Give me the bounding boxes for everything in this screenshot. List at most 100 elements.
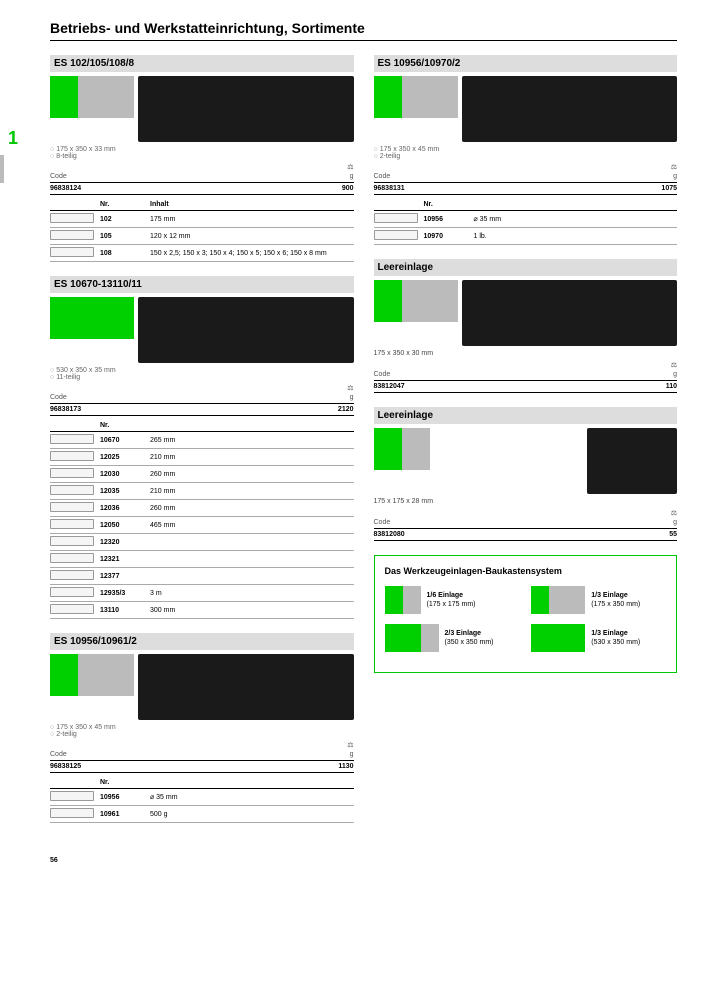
part-icon bbox=[50, 245, 100, 262]
parts-table: Nr.Inhalt102175 mm105120 x 12 mm108150 x… bbox=[50, 199, 354, 262]
part-nr: 105 bbox=[100, 228, 150, 245]
scale-icon: ⚖ bbox=[374, 361, 678, 369]
info-row: 1/6 Einlage(175 x 175 mm) 1/3 Einlage(175… bbox=[385, 586, 667, 614]
info-item: 1/3 Einlage(175 x 350 mm) bbox=[531, 586, 666, 614]
parts-col: Nr. bbox=[100, 777, 150, 789]
swatch bbox=[50, 654, 78, 696]
swatch bbox=[430, 280, 458, 322]
weight-header: g bbox=[596, 369, 677, 381]
specs: 175 x 350 x 45 mm2-teilig bbox=[374, 146, 678, 160]
parts-row: 10961500 g bbox=[50, 806, 354, 823]
parts-col: Nr. bbox=[424, 199, 474, 211]
code-value: 96838124 bbox=[50, 183, 271, 195]
part-icon bbox=[50, 228, 100, 245]
parts-row: 10956⌀ 35 mm bbox=[50, 789, 354, 806]
swatch bbox=[50, 76, 78, 118]
part-content: 3 m bbox=[150, 585, 354, 602]
info-text: 2/3 Einlage(350 x 350 mm) bbox=[445, 629, 494, 647]
code-value: 96838131 bbox=[374, 183, 576, 195]
part-icon bbox=[50, 500, 100, 517]
swatch bbox=[402, 280, 430, 322]
code-table: Codeg8381208055 bbox=[374, 517, 678, 541]
parts-row: 12935/33 m bbox=[50, 585, 354, 602]
swatch bbox=[403, 624, 421, 652]
swatch bbox=[78, 654, 106, 696]
part-content: 300 mm bbox=[150, 602, 354, 619]
swatch bbox=[421, 624, 439, 652]
swatch bbox=[106, 297, 134, 339]
page-number: 56 bbox=[50, 857, 677, 864]
part-content: 265 mm bbox=[150, 432, 354, 449]
spec-line: 8-teilig bbox=[50, 153, 354, 160]
weight-value: 110 bbox=[596, 381, 677, 393]
spec-line: 11-teilig bbox=[50, 374, 354, 381]
part-nr: 12377 bbox=[100, 568, 150, 585]
scale-icon: ⚖ bbox=[50, 741, 354, 749]
specs: 530 x 350 x 35 mm11-teilig bbox=[50, 367, 354, 381]
code-table: Codeg96838124900 bbox=[50, 171, 354, 195]
swatch bbox=[385, 586, 403, 614]
code-table: Codeg968381311075 bbox=[374, 171, 678, 195]
product-image bbox=[462, 76, 678, 142]
part-nr: 10956 bbox=[424, 211, 474, 228]
part-nr: 12030 bbox=[100, 466, 150, 483]
part-content: 175 mm bbox=[150, 211, 354, 228]
code-value: 83812047 bbox=[374, 381, 597, 393]
weight-header: g bbox=[252, 392, 353, 404]
parts-row: 12025210 mm bbox=[50, 449, 354, 466]
product-block: Leereinlage175 x 175 x 28 mm⚖Codeg838120… bbox=[374, 407, 678, 541]
swatch-group bbox=[50, 297, 134, 339]
block-title: Leereinlage bbox=[374, 407, 678, 424]
product-block: ES 102/105/108/8 175 x 350 x 33 mm8-teili… bbox=[50, 55, 354, 262]
part-icon bbox=[50, 211, 100, 228]
part-icon bbox=[50, 483, 100, 500]
page-title: Betriebs- und Werkstatteinrichtung, Sort… bbox=[50, 20, 677, 41]
parts-row: 108150 x 2,5; 150 x 3; 150 x 4; 150 x 5;… bbox=[50, 245, 354, 262]
part-icon bbox=[50, 551, 100, 568]
specs: 175 x 350 x 33 mm8-teilig bbox=[50, 146, 354, 160]
section-bar bbox=[0, 155, 4, 183]
spec-line: 530 x 350 x 35 mm bbox=[50, 367, 354, 374]
scale-icon: ⚖ bbox=[374, 163, 678, 171]
part-icon bbox=[50, 806, 100, 823]
swatch bbox=[78, 297, 106, 339]
dimension: 175 x 350 x 30 mm bbox=[374, 350, 678, 357]
parts-row: 105120 x 12 mm bbox=[50, 228, 354, 245]
block-top bbox=[50, 297, 354, 363]
spec-line: 175 x 350 x 45 mm bbox=[374, 146, 678, 153]
part-icon bbox=[50, 568, 100, 585]
info-text: 1/6 Einlage(175 x 175 mm) bbox=[427, 591, 476, 609]
parts-table: Nr.10956⌀ 35 mm109701 lb. bbox=[374, 199, 678, 245]
product-image bbox=[587, 428, 677, 494]
part-icon bbox=[50, 432, 100, 449]
parts-row: 12377 bbox=[50, 568, 354, 585]
code-header: Code bbox=[50, 749, 254, 761]
info-text: 1/3 Einlage(175 x 350 mm) bbox=[591, 591, 640, 609]
swatch bbox=[106, 76, 134, 118]
parts-col bbox=[150, 420, 354, 432]
part-icon bbox=[50, 585, 100, 602]
part-content: 1 lb. bbox=[474, 228, 678, 245]
part-nr: 12320 bbox=[100, 534, 150, 551]
weight-value: 900 bbox=[271, 183, 354, 195]
swatch bbox=[430, 76, 458, 118]
weight-value: 1130 bbox=[254, 761, 353, 773]
part-icon bbox=[50, 517, 100, 534]
part-nr: 12935/3 bbox=[100, 585, 150, 602]
block-top bbox=[50, 654, 354, 720]
product-block: ES 10956/10970/2175 x 350 x 45 mm2-teili… bbox=[374, 55, 678, 245]
part-content: 260 mm bbox=[150, 500, 354, 517]
info-text: 1/3 Einlage(530 x 350 mm) bbox=[591, 629, 640, 647]
code-table: Codeg83812047110 bbox=[374, 369, 678, 393]
parts-col bbox=[474, 199, 678, 211]
info-item: 1/3 Einlage(530 x 350 mm) bbox=[531, 624, 666, 652]
block-title: ES 102/105/108/8 bbox=[50, 55, 354, 72]
parts-row: 10670265 mm bbox=[50, 432, 354, 449]
weight-header: g bbox=[576, 171, 677, 183]
swatch bbox=[78, 76, 106, 118]
part-nr: 10956 bbox=[100, 789, 150, 806]
swatch bbox=[567, 624, 585, 652]
code-value: 96838125 bbox=[50, 761, 254, 773]
parts-row: 12320 bbox=[50, 534, 354, 551]
scale-icon: ⚖ bbox=[374, 509, 678, 517]
